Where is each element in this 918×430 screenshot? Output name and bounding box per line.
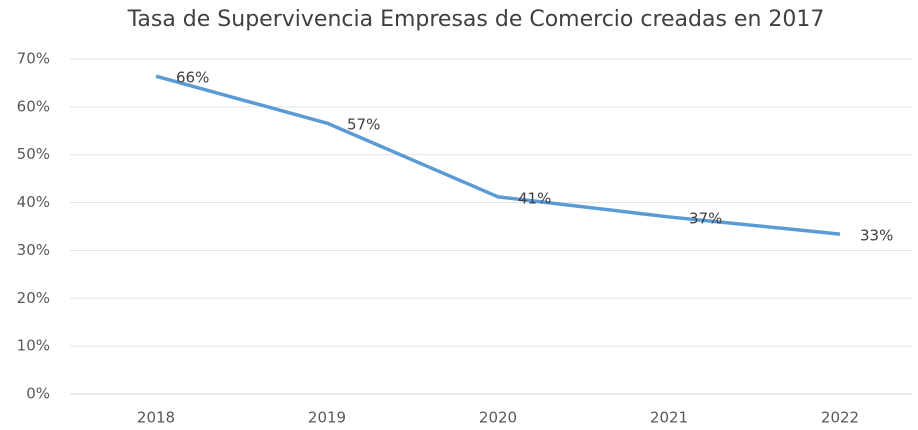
x-tick-label: 2018 bbox=[137, 409, 175, 427]
y-tick-label: 10% bbox=[17, 337, 50, 355]
x-tick-label: 2019 bbox=[308, 409, 346, 427]
y-tick-label: 20% bbox=[17, 289, 50, 307]
line-series bbox=[155, 74, 841, 236]
y-tick-label: 60% bbox=[17, 97, 50, 115]
data-label: 33% bbox=[860, 227, 893, 245]
y-tick-label: 0% bbox=[26, 385, 50, 403]
y-tick-label: 70% bbox=[17, 50, 50, 68]
x-tick-label: 2020 bbox=[479, 409, 517, 427]
y-tick-label: 50% bbox=[17, 145, 50, 163]
x-tick-label: 2021 bbox=[650, 409, 688, 427]
y-tick-label: 30% bbox=[17, 241, 50, 259]
data-label: 37% bbox=[689, 209, 722, 227]
data-label: 66% bbox=[176, 69, 209, 87]
chart-title: Tasa de Supervivencia Empresas de Comerc… bbox=[127, 7, 825, 32]
x-tick-label: 2022 bbox=[821, 409, 859, 427]
data-label: 41% bbox=[518, 189, 551, 207]
data-label: 57% bbox=[347, 116, 380, 134]
y-tick-label: 40% bbox=[17, 193, 50, 211]
